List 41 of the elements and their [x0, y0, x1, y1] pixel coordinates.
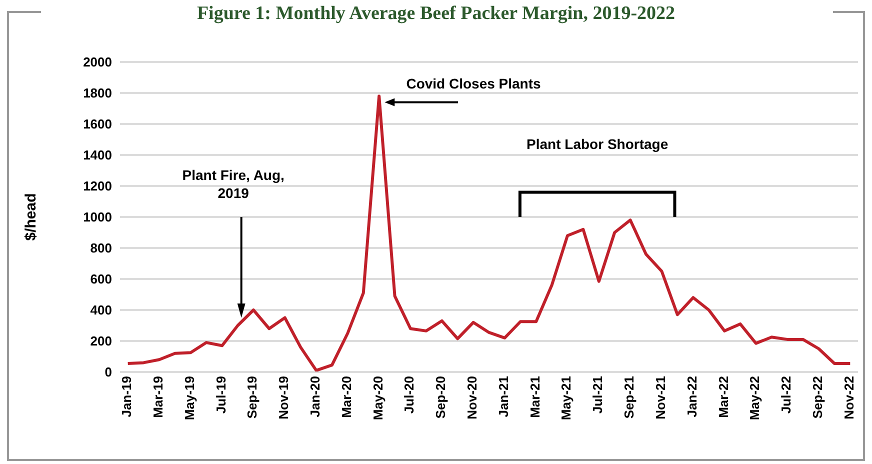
chart-title: Figure 1: Monthly Average Beef Packer Margin, 2019-2022 [188, 3, 684, 24]
line-series [126, 94, 852, 372]
x-tick-label: Jan-22 [684, 376, 700, 418]
y-tick-label: 0 [104, 364, 112, 380]
y-axis-title: $/head [22, 193, 40, 241]
annotation: Plant Labor Shortage [526, 136, 668, 152]
y-tick-label: 600 [90, 272, 112, 287]
y-tick-label: 2000 [83, 54, 112, 70]
x-tick-label: Sep-20 [433, 376, 448, 419]
annotation: Covid Closes Plants [406, 75, 542, 92]
x-tick-label: Sep-22 [810, 376, 825, 419]
x-tick-label: May-19 [182, 376, 197, 420]
x-tick-label: Jan-20 [308, 376, 323, 418]
x-tick-label: Jul-21 [590, 376, 606, 414]
x-tick-label: Sep-21 [622, 376, 637, 419]
x-tick-label: Jul-22 [778, 376, 794, 414]
x-tick-label: Mar-19 [150, 376, 166, 418]
x-tick-label: Nov-20 [464, 376, 480, 420]
x-tick-label: May-20 [370, 376, 386, 420]
x-tick-label: Mar-22 [716, 376, 731, 418]
x-tick-label: May-22 [747, 376, 762, 420]
y-tick-label: 800 [90, 240, 112, 256]
y-tick-label: 1600 [83, 116, 112, 132]
x-tick-label: Jul-19 [213, 376, 228, 414]
y-tick-label: 1000 [83, 210, 112, 225]
annotation: Plant Fire, Aug, 2019 [182, 166, 284, 201]
x-tick-label: Mar-21 [527, 376, 542, 418]
x-tick-label: Sep-19 [244, 376, 260, 419]
x-tick-label: May-21 [558, 376, 574, 420]
y-tick-label: 1400 [83, 148, 112, 163]
y-tick-label: 1200 [83, 178, 112, 194]
x-tick-label: Jan-19 [119, 376, 134, 418]
x-tick-label: Nov-21 [652, 376, 668, 420]
x-tick-label: Jul-20 [402, 376, 417, 414]
y-tick-label: 400 [90, 302, 112, 318]
y-tick-label: 1800 [83, 86, 112, 101]
y-tick-label: 200 [90, 334, 112, 349]
x-tick-label: Nov-19 [276, 376, 292, 420]
x-tick-label: Mar-20 [338, 376, 354, 418]
x-tick-label: Jan-21 [496, 376, 511, 418]
x-tick-label: Nov-22 [841, 376, 856, 420]
